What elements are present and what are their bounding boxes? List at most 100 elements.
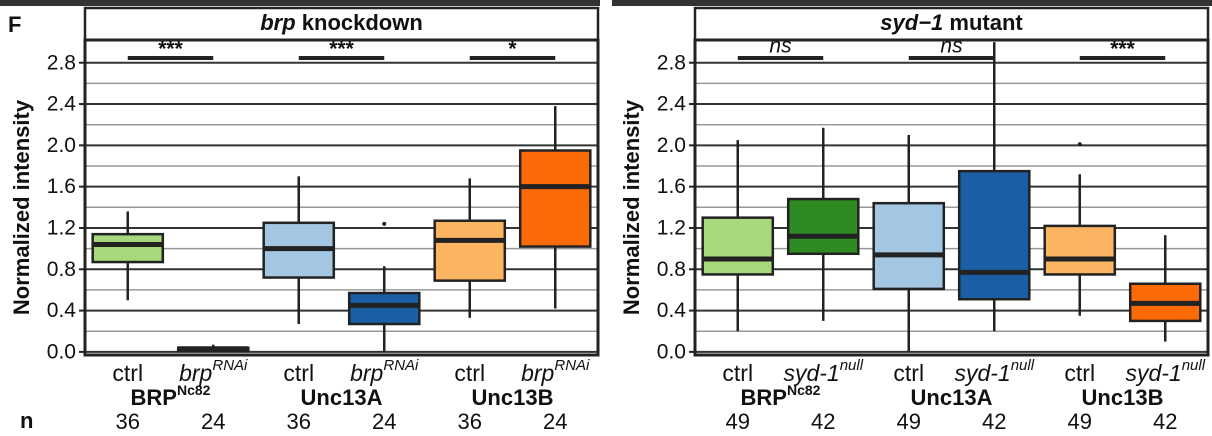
category-text: brp <box>350 360 383 386</box>
category-sup: RNAi <box>212 357 248 374</box>
y-tick-label: 1.2 <box>657 217 686 240</box>
x-tick-label: syd-1null <box>783 357 863 386</box>
title-text: mutant <box>949 10 1023 35</box>
n-value: 24 <box>372 409 396 434</box>
box <box>701 216 775 276</box>
box <box>1043 224 1117 276</box>
category-sup: null <box>840 357 864 374</box>
category-text: syd-1 <box>783 360 839 386</box>
y-tick-label: 2.4 <box>657 93 687 116</box>
significance-label: *** <box>158 38 183 61</box>
y-tick-label: 0.8 <box>657 258 686 281</box>
y-tick-label: 0.4 <box>47 299 77 322</box>
x-tick-label: ctrl <box>893 360 924 386</box>
n-value: 42 <box>811 409 835 434</box>
y-tick-label: 2.0 <box>657 134 686 157</box>
y-axis-label: Normalized intensity <box>9 99 34 315</box>
box <box>872 201 946 291</box>
y-tick-label: 0.0 <box>47 340 76 363</box>
x-tick-label: brpRNAi <box>521 357 590 386</box>
y-tick-label: 1.2 <box>47 217 76 240</box>
n-value: 42 <box>982 409 1006 434</box>
plot-frame <box>83 38 600 357</box>
x-tick-label: ctrl <box>1064 360 1095 386</box>
x-tick-label: ctrl <box>454 360 485 386</box>
box <box>347 291 421 326</box>
n-value: 24 <box>543 409 567 434</box>
group-name: BRP <box>131 385 177 410</box>
n-label: n <box>20 408 33 433</box>
x-tick-label: ctrl <box>283 360 314 386</box>
significance-label: *** <box>1110 38 1135 61</box>
title-italic: brp <box>260 10 295 35</box>
plot-frame <box>693 38 1210 357</box>
significance-label: ns <box>769 35 792 58</box>
group-label: Unc13A <box>301 385 383 410</box>
box <box>786 197 860 256</box>
image-strip <box>0 0 600 6</box>
category-text: ctrl <box>283 360 314 386</box>
group-name: Unc13A <box>301 385 383 410</box>
group-label: Unc13B <box>472 385 554 410</box>
category-text: brp <box>521 360 554 386</box>
n-value: 36 <box>116 409 140 434</box>
category-sup: RNAi <box>383 357 419 374</box>
title-italic: syd−1 <box>880 10 943 35</box>
chart-title: syd−1 mutant <box>880 10 1023 35</box>
group-label: Unc13B <box>1082 385 1164 410</box>
title-text: knockdown <box>302 10 423 35</box>
y-axis-label: Normalized intensity <box>619 99 644 315</box>
category-text: ctrl <box>112 360 143 386</box>
n-value: 36 <box>287 409 311 434</box>
y-tick-label: 2.8 <box>657 51 686 74</box>
y-tick-label: 0.0 <box>657 340 686 363</box>
y-tick-label: 0.8 <box>47 258 76 281</box>
n-value: 36 <box>458 409 482 434</box>
category-text: brp <box>179 360 212 386</box>
category-text: ctrl <box>454 360 485 386</box>
x-tick-label: brpRNAi <box>350 357 419 386</box>
category-text: syd-1 <box>1125 360 1181 386</box>
box <box>518 149 592 248</box>
category-sup: null <box>1182 357 1206 374</box>
group-name: Unc13A <box>911 385 993 410</box>
group-label: BRPNc82 <box>741 382 821 410</box>
x-tick-label: syd-1null <box>1125 357 1205 386</box>
box <box>433 219 507 282</box>
chart-title: brp knockdown <box>260 10 423 35</box>
x-tick-label: ctrl <box>112 360 143 386</box>
group-label: BRPNc82 <box>131 382 211 410</box>
category-text: syd-1 <box>954 360 1010 386</box>
x-tick-label: syd-1null <box>954 357 1034 386</box>
category-text: ctrl <box>1064 360 1095 386</box>
x-tick-label: brpRNAi <box>179 357 248 386</box>
box <box>957 169 1031 301</box>
significance-label: *** <box>329 38 354 61</box>
category-sup: RNAi <box>554 357 590 374</box>
n-value: 42 <box>1153 409 1177 434</box>
group-name: Unc13B <box>1082 385 1164 410</box>
outlier <box>382 221 387 226</box>
group-name: Unc13B <box>472 385 554 410</box>
y-tick-label: 1.6 <box>657 175 686 198</box>
y-tick-label: 1.6 <box>47 175 76 198</box>
significance-label: ns <box>940 35 963 58</box>
n-value: 49 <box>726 409 750 434</box>
group-name: BRP <box>741 385 787 410</box>
image-strip <box>612 0 1212 6</box>
y-tick-label: 2.0 <box>47 134 76 157</box>
group-sup: Nc82 <box>787 382 821 398</box>
n-value: 49 <box>1068 409 1092 434</box>
n-value: 24 <box>201 409 225 434</box>
box <box>91 232 165 264</box>
y-tick-label: 2.4 <box>47 93 77 116</box>
n-value: 49 <box>897 409 921 434</box>
group-sup: Nc82 <box>177 382 211 398</box>
category-text: ctrl <box>893 360 924 386</box>
significance-label: * <box>508 38 517 61</box>
y-tick-label: 2.8 <box>47 51 76 74</box>
group-label: Unc13A <box>911 385 993 410</box>
y-tick-label: 0.4 <box>657 299 687 322</box>
panel-label: F <box>8 12 21 37</box>
